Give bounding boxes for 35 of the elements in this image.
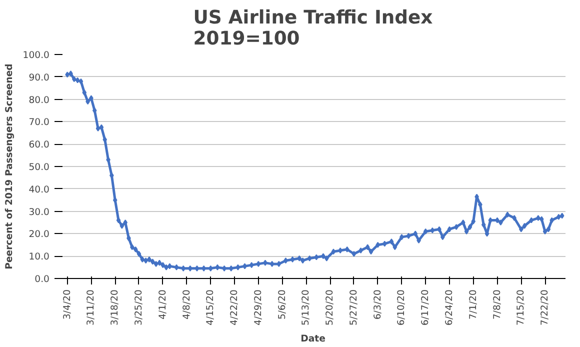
x-tick-label: 6/3/20 [372, 289, 384, 320]
x-tick-label: 7/1/20 [468, 289, 479, 320]
y-tick-label: 40.0 [28, 184, 50, 196]
x-tick-label: 5/6/20 [276, 289, 288, 320]
y-tick-label: 90.0 [28, 72, 50, 84]
y-tick-label: 20.0 [28, 229, 50, 240]
y-tick-label: 50.0 [28, 162, 50, 173]
x-tick-label: 3/18/20 [110, 289, 121, 326]
y-tick-label: 80.0 [28, 94, 50, 106]
y-tick-label: 70.0 [28, 117, 50, 128]
x-tick-label: 3/11/20 [86, 289, 97, 326]
y-tick-label: 10.0 [28, 252, 50, 263]
y-tick-label: 60.0 [28, 140, 50, 151]
x-tick-label: 3/25/20 [133, 289, 144, 326]
y-axis-title: Peercent of 2019 Passengers Screened [4, 64, 15, 270]
x-tick-label: 6/10/20 [396, 289, 408, 326]
x-tick-label: 7/8/20 [492, 289, 503, 320]
x-tick-label: 5/20/20 [324, 289, 336, 326]
x-tick-label: 4/8/20 [181, 289, 192, 320]
x-tick-label: 5/27/20 [348, 289, 360, 326]
x-tick-label: 6/17/20 [420, 289, 432, 326]
chart-title: US Airline Traffic Index 2019=100 [193, 8, 433, 50]
x-tick-label: 4/15/20 [205, 289, 216, 326]
x-tick-label: 4/22/20 [229, 289, 240, 326]
x-tick-label: 4/1/20 [157, 289, 168, 320]
x-tick-label: 7/22/20 [540, 289, 551, 326]
x-tick-label: 7/15/20 [516, 289, 527, 326]
x-tick-label: 3/4/20 [62, 289, 73, 320]
y-tick-label: 0.0 [34, 274, 50, 285]
x-tick-label: 6/24/20 [444, 289, 455, 326]
x-tick-label: 4/29/20 [252, 289, 264, 326]
y-tick-label: 100.0 [22, 50, 50, 61]
y-tick-label: 30.0 [28, 206, 50, 218]
x-axis-title: Date [300, 333, 326, 344]
x-tick-label: 5/13/20 [300, 289, 312, 326]
